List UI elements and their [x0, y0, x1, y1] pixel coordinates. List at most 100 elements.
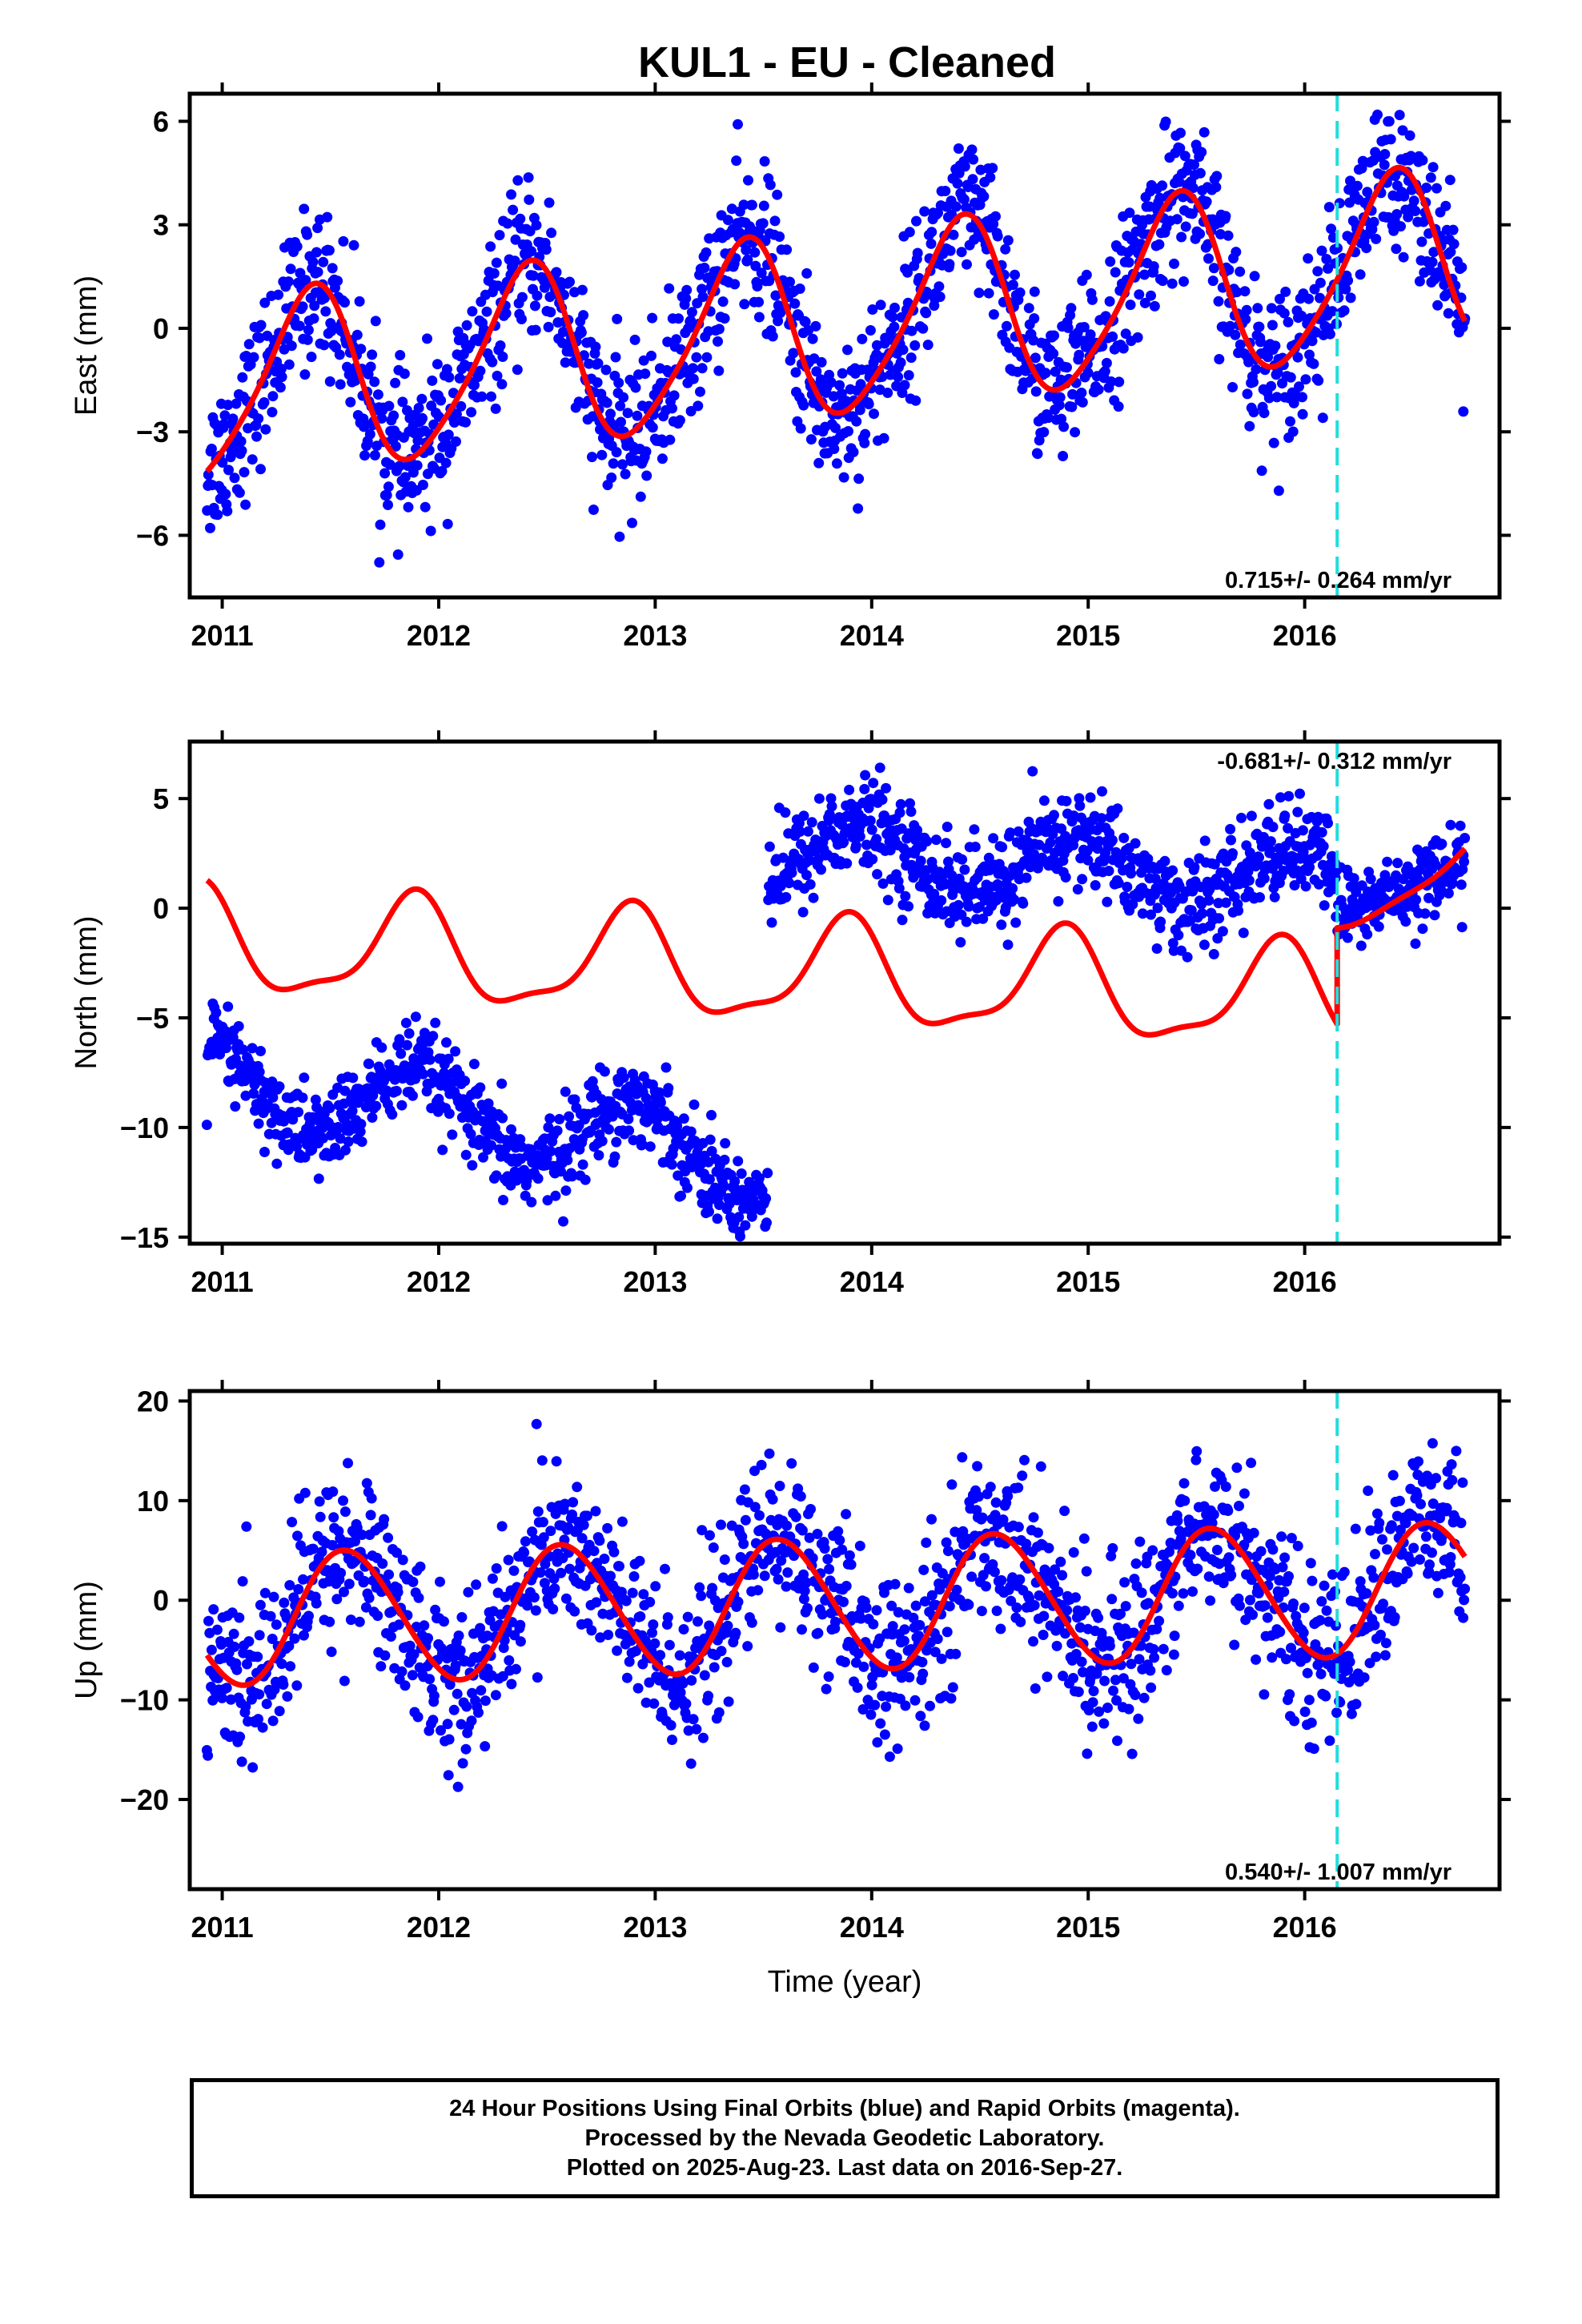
- plot-frame-east: [187, 91, 1502, 600]
- data-point: [995, 1623, 1006, 1634]
- data-point: [944, 1601, 955, 1612]
- data-point: [816, 356, 827, 368]
- data-point: [922, 340, 934, 351]
- data-point: [374, 557, 385, 568]
- x-tick-label: 2015: [1056, 1265, 1120, 1298]
- data-point: [437, 1144, 448, 1156]
- data-point: [1262, 1612, 1273, 1623]
- y-tick-label: −5: [136, 1002, 169, 1035]
- data-point: [316, 1546, 327, 1558]
- data-point: [1223, 1506, 1234, 1516]
- data-point: [1350, 1523, 1361, 1534]
- data-point: [834, 380, 845, 391]
- data-point: [560, 1185, 572, 1196]
- data-point: [376, 413, 387, 424]
- data-point: [634, 1555, 645, 1566]
- data-point: [1307, 336, 1318, 347]
- data-point: [1423, 892, 1434, 903]
- data-point: [733, 119, 743, 130]
- data-point: [1068, 1547, 1079, 1558]
- data-point: [587, 452, 597, 463]
- data-point: [1179, 1495, 1191, 1506]
- data-point: [921, 836, 933, 846]
- data-point: [798, 810, 809, 822]
- data-point: [1116, 852, 1127, 863]
- data-point: [902, 297, 913, 308]
- data-point: [1368, 216, 1379, 227]
- data-point: [875, 300, 886, 311]
- data-point: [1073, 1687, 1084, 1698]
- data-point: [383, 481, 394, 493]
- data-point: [528, 270, 539, 281]
- data-point: [656, 453, 668, 464]
- data-point: [1419, 908, 1431, 919]
- data-point: [978, 191, 990, 202]
- data-point: [705, 1530, 715, 1541]
- data-point: [463, 1586, 474, 1598]
- data-point: [506, 189, 516, 200]
- data-point: [1241, 304, 1252, 316]
- data-point: [677, 1678, 689, 1689]
- data-point: [1166, 278, 1178, 289]
- data-point: [1445, 247, 1456, 258]
- data-point: [221, 1683, 232, 1694]
- data-point: [701, 247, 712, 258]
- data-point: [1053, 1586, 1064, 1597]
- data-point: [887, 1621, 898, 1632]
- data-point: [338, 1495, 348, 1506]
- data-point: [798, 1594, 809, 1605]
- data-point: [1429, 910, 1440, 921]
- data-point: [630, 382, 641, 393]
- data-point: [644, 1597, 656, 1607]
- data-point: [299, 203, 310, 215]
- plot-area-east: [202, 94, 1471, 597]
- data-point: [1169, 258, 1179, 269]
- data-point: [1369, 1619, 1380, 1630]
- data-point: [375, 519, 386, 530]
- data-point: [666, 1159, 677, 1170]
- data-point: [1027, 766, 1038, 777]
- data-point: [1259, 1689, 1270, 1700]
- data-point: [580, 1174, 591, 1185]
- data-point: [953, 143, 964, 154]
- data-point: [1139, 297, 1150, 308]
- data-point: [335, 1567, 347, 1578]
- data-point: [412, 460, 423, 471]
- data-point: [926, 1514, 937, 1525]
- data-point: [973, 1491, 984, 1502]
- data-point: [765, 179, 776, 191]
- data-point: [1264, 1570, 1275, 1582]
- data-point: [867, 854, 878, 865]
- data-point: [733, 1156, 744, 1167]
- data-point: [1256, 465, 1267, 476]
- data-point: [842, 344, 853, 356]
- data-point: [340, 1144, 351, 1156]
- data-point: [837, 368, 848, 379]
- data-point: [838, 472, 849, 483]
- data-point: [944, 259, 955, 270]
- data-point: [291, 241, 303, 252]
- data-point: [616, 1516, 628, 1527]
- data-point: [704, 1620, 715, 1631]
- data-point: [855, 379, 866, 390]
- data-point: [1410, 206, 1421, 216]
- data-point: [444, 372, 455, 383]
- data-point: [419, 1027, 430, 1039]
- data-point: [1359, 1672, 1370, 1683]
- data-point: [1213, 296, 1224, 307]
- data-point: [339, 1085, 351, 1096]
- data-point: [372, 1610, 383, 1622]
- data-point: [617, 459, 628, 470]
- data-point: [1151, 1623, 1162, 1634]
- data-point: [1317, 412, 1328, 424]
- data-point: [1374, 1518, 1385, 1529]
- data-point: [1082, 854, 1094, 866]
- data-point: [1447, 224, 1459, 235]
- data-point: [487, 1573, 498, 1584]
- data-point: [1305, 1558, 1316, 1569]
- data-point: [857, 333, 868, 344]
- data-point: [379, 1650, 391, 1661]
- data-point: [1233, 905, 1244, 916]
- data-point: [919, 206, 930, 217]
- data-point: [412, 435, 424, 446]
